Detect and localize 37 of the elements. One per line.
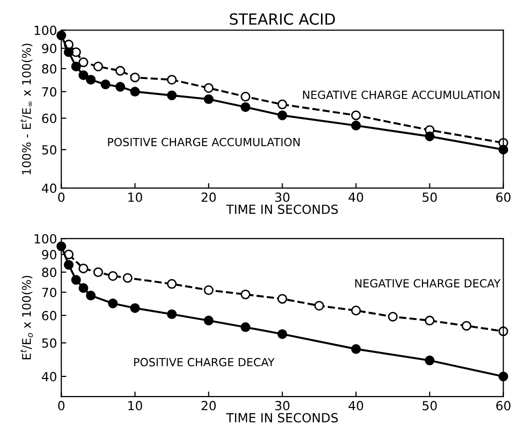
y-tick-label: 80 (42, 64, 56, 74)
x-tick-label: 60 (496, 400, 510, 410)
y-tick-label: 60 (42, 114, 56, 124)
x-tick-label: 60 (496, 192, 510, 202)
x-tick-label: 10 (128, 192, 142, 202)
x-tick-label: 30 (275, 400, 290, 410)
y-tick-label: 40 (42, 372, 56, 382)
x-tick-label: 40 (348, 400, 364, 410)
y-tick-label: 90 (42, 44, 56, 54)
series-label: NEGATIVE CHARGE DECAY (355, 279, 501, 288)
series-label: POSITIVE CHARGE ACCUMULATION (108, 138, 300, 146)
y-axis-title: E$^{t}$/E$_{o}$ x 100(%) (20, 276, 33, 360)
x-tick-label: 0 (58, 400, 64, 410)
x-tick-label: 30 (275, 192, 290, 202)
series-label: POSITIVE CHARGE DECAY (134, 358, 275, 366)
y-tick-label: 70 (42, 87, 56, 97)
y-tick-label: 80 (42, 268, 56, 278)
x-tick-label: 20 (202, 400, 216, 410)
y-tick-label: 100 (34, 26, 56, 36)
y-tick-label: 50 (42, 145, 56, 155)
x-tick-label: 20 (202, 192, 216, 202)
y-tick-label: 90 (42, 250, 56, 260)
x-tick-label: 40 (348, 192, 364, 202)
y-tick-label: 40 (42, 184, 56, 194)
x-axis-title: TIME IN SECONDS (226, 413, 338, 422)
y-tick-label: 60 (42, 310, 56, 320)
x-tick-label: 50 (422, 192, 437, 202)
y-tick-label: 70 (42, 288, 56, 298)
x-tick-label: 0 (58, 192, 64, 202)
x-tick-label: 10 (128, 400, 142, 410)
series-label: NEGATIVE CHARGE ACCUMULATION (303, 90, 500, 100)
x-axis-title: TIME IN SECONDS (226, 204, 338, 214)
y-axis-title: 100% - E$^{t}$/E$_{∞}$ x 100(%) (20, 44, 32, 174)
chart-title: STEARIC ACID (230, 13, 335, 25)
y-tick-label: 100 (34, 234, 56, 244)
x-tick-label: 50 (422, 400, 437, 410)
y-tick-label: 50 (42, 338, 56, 348)
